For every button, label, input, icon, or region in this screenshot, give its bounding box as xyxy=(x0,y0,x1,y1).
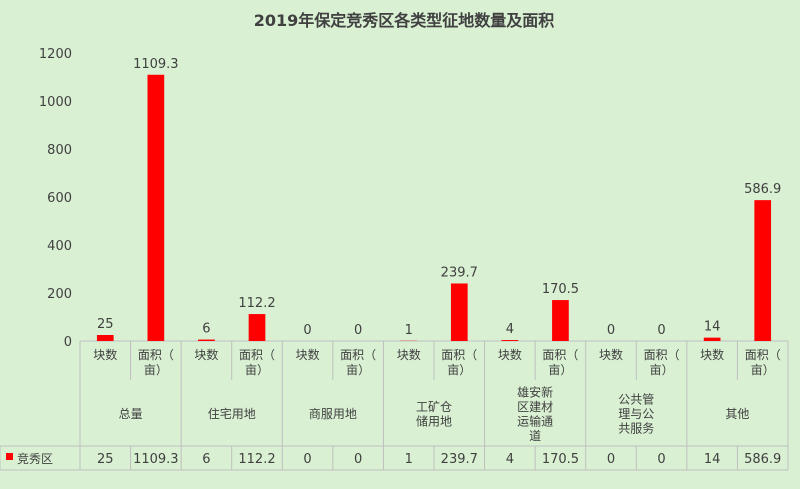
sub-label-12: 块数 xyxy=(700,347,724,362)
data-label-1: 1109.3 xyxy=(133,57,179,72)
data-label-7: 239.7 xyxy=(441,265,478,280)
table-value-7: 239.7 xyxy=(441,452,478,467)
table-value-12: 14 xyxy=(704,452,721,467)
table-value-4: 0 xyxy=(303,452,311,467)
data-label-11: 0 xyxy=(657,323,665,338)
table-value-1: 1109.3 xyxy=(133,452,179,467)
table-value-13: 586.9 xyxy=(744,452,781,467)
sub-label-9: 面积（亩） xyxy=(542,348,578,377)
sub-label-0: 块数 xyxy=(93,347,117,362)
bar-1 xyxy=(148,75,165,341)
bar-2 xyxy=(198,340,215,341)
legend-label: 竞秀区 xyxy=(17,452,53,466)
sub-label-11: 面积（亩） xyxy=(644,348,680,377)
sub-label-1: 面积（亩） xyxy=(138,348,174,377)
sub-label-8: 块数 xyxy=(498,347,522,362)
group-label-1: 住宅用地 xyxy=(208,406,256,421)
sub-label-7: 面积（亩） xyxy=(441,348,477,377)
data-label-10: 0 xyxy=(607,323,615,338)
sub-label-3: 面积（亩） xyxy=(239,348,275,377)
sub-label-2: 块数 xyxy=(194,347,218,362)
data-label-5: 0 xyxy=(354,323,362,338)
bar-0 xyxy=(97,335,114,341)
table-value-10: 0 xyxy=(607,452,615,467)
group-label-6: 其他 xyxy=(725,407,749,421)
table-value-2: 6 xyxy=(202,452,210,467)
sub-label-6: 块数 xyxy=(397,347,421,362)
y-tick-label-1: 200 xyxy=(47,287,72,302)
table-value-11: 0 xyxy=(657,452,665,467)
data-label-9: 170.5 xyxy=(542,282,579,297)
group-label-2: 商服用地 xyxy=(309,406,357,421)
sub-label-13: 面积（亩） xyxy=(745,348,781,377)
data-label-4: 0 xyxy=(303,323,311,338)
data-label-13: 586.9 xyxy=(744,182,781,197)
group-label-3: 工矿仓储用地 xyxy=(416,400,452,429)
data-label-12: 14 xyxy=(704,320,721,335)
sub-label-4: 块数 xyxy=(296,347,320,362)
bar-9 xyxy=(552,300,569,341)
sub-label-10: 块数 xyxy=(599,347,623,362)
group-label-4: 雄安新区建材运输通道 xyxy=(517,384,553,443)
y-tick-label-5: 1000 xyxy=(39,95,72,110)
bar-8 xyxy=(502,340,519,341)
y-tick-label-0: 0 xyxy=(64,335,72,350)
data-label-6: 1 xyxy=(405,323,413,338)
bar-3 xyxy=(249,314,266,341)
bar-12 xyxy=(704,338,721,341)
bar-13 xyxy=(754,200,771,341)
legend-swatch xyxy=(6,453,13,460)
data-label-0: 25 xyxy=(97,317,114,332)
y-tick-label-2: 400 xyxy=(47,239,72,254)
table-value-6: 1 xyxy=(405,452,413,467)
data-label-3: 112.2 xyxy=(238,296,275,311)
y-tick-label-6: 1200 xyxy=(39,47,72,62)
sub-label-5: 面积（亩） xyxy=(340,348,376,377)
y-tick-label-3: 600 xyxy=(47,191,72,206)
chart-title: 2019年保定竞秀区各类型征地数量及面积 xyxy=(254,11,555,30)
table-value-0: 25 xyxy=(97,452,114,467)
table-value-3: 112.2 xyxy=(238,452,275,467)
table-value-5: 0 xyxy=(354,452,362,467)
table-value-9: 170.5 xyxy=(542,452,579,467)
y-tick-label-4: 800 xyxy=(47,143,72,158)
group-label-5: 公共管理与公共服务 xyxy=(618,392,654,436)
table-value-8: 4 xyxy=(506,452,514,467)
group-label-0: 总量 xyxy=(119,407,143,421)
bar-7 xyxy=(451,283,468,341)
data-label-2: 6 xyxy=(202,322,210,337)
data-label-8: 4 xyxy=(506,322,514,337)
